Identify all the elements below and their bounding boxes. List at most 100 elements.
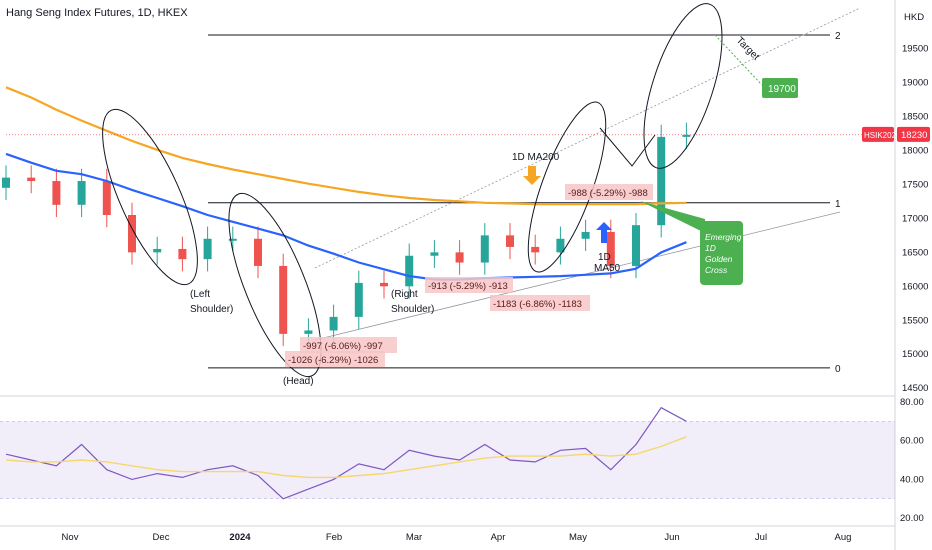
candle-body-10 (254, 238, 262, 266)
candle-body-11 (279, 265, 288, 334)
candle-body-16 (405, 255, 414, 287)
golden-cross-line-1: 1D (705, 243, 716, 253)
left-shoulder-line2: Shoulder) (190, 304, 233, 315)
candle-body-2 (52, 181, 61, 205)
ma-line-0 (5, 86, 687, 206)
time-tick-5: Apr (491, 532, 506, 543)
time-tick-6: May (569, 532, 587, 543)
right-shoulder-line2: Shoulder) (391, 304, 434, 315)
grid (0, 0, 896, 550)
ma50-label-line2: MA50 (594, 263, 621, 274)
time-tick-7: Jun (664, 532, 679, 543)
candle-body-6 (153, 248, 162, 253)
target-value: 19700 (768, 84, 796, 95)
rsi-tick-3: 20.00 (900, 513, 924, 524)
rsi-tick-2: 40.00 (900, 474, 924, 485)
price-tick-5: 17000 (902, 213, 928, 224)
candle-body-0 (2, 177, 10, 188)
candle-body-8 (203, 238, 212, 260)
left-shoulder-line1: (Left (190, 289, 210, 300)
time-tick-9: Aug (835, 532, 852, 543)
candle-body-27 (682, 134, 691, 137)
price-tick-7: 16000 (902, 281, 928, 292)
candle-body-18 (455, 252, 464, 263)
time-tick-8: Jul (755, 532, 767, 543)
price-tick-9: 15000 (902, 349, 928, 360)
candle-body-22 (556, 238, 565, 253)
candle-body-4 (102, 181, 111, 215)
candle-body-14 (354, 282, 363, 317)
range-label-4: -988 (-5.29%) -988 (568, 188, 648, 199)
head-label: (Head) (283, 376, 314, 387)
range-label-0: -997 (-6.06%) -997 (303, 341, 383, 352)
rsi-line-1 (5, 436, 687, 479)
candle-body-1 (27, 177, 36, 182)
price-tick-2: 18500 (902, 111, 928, 122)
range-box-3 (490, 295, 590, 311)
price-tick-8: 15500 (902, 315, 928, 326)
target-box (762, 78, 798, 98)
candle-body-24 (606, 231, 615, 266)
last-price-symbol: HSIK2024 (864, 131, 901, 140)
rsi-line-0 (5, 406, 687, 500)
ma50-arrow (596, 222, 612, 243)
candle-body-26 (657, 136, 666, 226)
candle-body-25 (632, 225, 640, 266)
ellipse-head-drop (228, 192, 322, 378)
golden-cross-line-2: Golden (705, 254, 733, 264)
ellipse-left-shoulder-drop (102, 108, 198, 286)
candle-body-23 (581, 231, 590, 239)
range-box-0 (300, 337, 397, 353)
time-tick-1: Dec (153, 532, 170, 543)
projection-path (599, 127, 656, 167)
price-tick-4: 17500 (902, 179, 928, 190)
last-price-value: 18230 (901, 130, 927, 141)
price-tick-6: 16500 (902, 247, 928, 258)
moving-averages (5, 86, 895, 281)
time-tick-4: Mar (406, 532, 422, 543)
candle-body-13 (329, 316, 338, 331)
axes: HSIK2024 18230 19500 19000 18500 18000 17500 17… (62, 12, 930, 543)
level-label-0: 2 (835, 31, 841, 42)
last-price-value-tag (897, 126, 930, 142)
range-box-2 (425, 277, 513, 293)
range-box-4 (565, 184, 653, 200)
rsi-tick-1: 60.00 (900, 436, 924, 447)
price-tick-10: 14500 (902, 383, 928, 394)
level-label-2: 0 (835, 364, 841, 375)
candle-body-5 (128, 214, 136, 253)
ma-line-1 (5, 152, 687, 281)
range-box-1 (285, 351, 385, 367)
level-label-1: 1 (835, 199, 841, 210)
rsi-panel (0, 406, 895, 500)
golden-cross-line-3: Cross (705, 265, 728, 275)
annotations: (Left Shoulder) (Head) (Right Shoulder) -997 … (102, 3, 798, 387)
rsi-tick-0: 80.00 (900, 397, 924, 408)
candle-body-15 (380, 282, 388, 287)
ma50-label-line1: 1D (598, 252, 611, 263)
candle-body-3 (77, 181, 86, 205)
golden-cross-pointer (640, 201, 705, 233)
candles (2, 122, 691, 347)
price-tick-0: 19500 (902, 44, 928, 55)
price-tick-3: 18000 (902, 145, 928, 156)
last-price-symbol-tag (862, 126, 894, 142)
price-tick-1: 19000 (902, 78, 928, 89)
candle-body-19 (480, 235, 489, 263)
candle-body-7 (178, 248, 187, 260)
candle-body-12 (304, 330, 313, 334)
ma200-label: 1D MA200 (512, 152, 560, 163)
currency-label: HKD (904, 12, 924, 23)
golden-cross-line-0: Emerging (705, 232, 742, 242)
time-tick-3: Feb (326, 532, 342, 543)
ma200-arrow (523, 166, 541, 185)
golden-cross-box (700, 221, 743, 285)
candle-body-20 (506, 235, 514, 247)
candle-body-17 (430, 252, 439, 256)
range-label-1: -1026 (-6.29%) -1026 (288, 355, 378, 366)
rsi-band (0, 421, 895, 499)
chart-title: Hang Seng Index Futures, 1D, HKEX (6, 7, 188, 19)
time-tick-2: 2024 (229, 532, 251, 543)
right-shoulder-line1: (Right (391, 289, 418, 300)
